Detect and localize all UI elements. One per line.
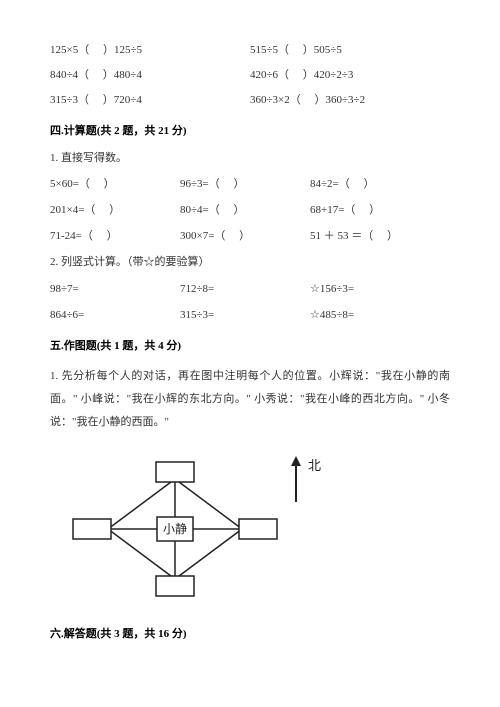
- section5-heading: 五.作图题(共 1 题，共 4 分): [50, 336, 450, 357]
- calc-row: 201×4=（ ） 80÷4=（ ） 68+17=（ ）: [50, 200, 450, 221]
- calc-row: 71-24=（ ） 300×7=（ ） 51 ＋ 53 ＝（ ）: [50, 226, 450, 247]
- cell: 201×4=（ ）: [50, 200, 180, 221]
- cell: 80÷4=（ ）: [180, 200, 310, 221]
- svg-text:北: 北: [308, 458, 321, 473]
- calc-row: 98÷7= 712÷8= ☆156÷3=: [50, 279, 450, 300]
- position-diagram: 小静: [70, 454, 280, 604]
- comparison-block: 125×5（ ）125÷5 515÷5（ ）505÷5 840÷4（ ）480÷…: [50, 40, 450, 111]
- pair-row: 125×5（ ）125÷5 515÷5（ ）505÷5: [50, 40, 450, 61]
- cell: 51 ＋ 53 ＝（ ）: [310, 226, 398, 247]
- pair-left: 125×5（ ）125÷5: [50, 40, 250, 61]
- calc-row: 5×60=（ ） 96÷3=（ ） 84÷2=（ ）: [50, 174, 450, 195]
- cell: 71-24=（ ）: [50, 226, 180, 247]
- svg-text:小静: 小静: [163, 522, 187, 536]
- pair-left: 315÷3（ ）720÷4: [50, 90, 250, 111]
- direct-calc-block: 5×60=（ ） 96÷3=（ ） 84÷2=（ ） 201×4=（ ） 80÷…: [50, 174, 450, 247]
- diagram-wrap: 小静 北: [70, 454, 450, 604]
- cell: 315÷3=: [180, 305, 310, 326]
- cell: 712÷8=: [180, 279, 310, 300]
- pair-right: 515÷5（ ）505÷5: [250, 40, 342, 61]
- section5-para: 1. 先分析每个人的对话，再在图中注明每个人的位置。小辉说："我在小静的南面。"…: [50, 365, 450, 434]
- calc-row: 864÷6= 315÷3= ☆485÷8=: [50, 305, 450, 326]
- cell: 864÷6=: [50, 305, 180, 326]
- pair-right: 420÷6（ ）420÷2÷3: [250, 65, 353, 86]
- cell: 96÷3=（ ）: [180, 174, 310, 195]
- north-arrow: 北: [286, 454, 326, 514]
- cell: ☆485÷8=: [310, 305, 354, 326]
- pair-right: 360÷3×2（ ）360÷3÷2: [250, 90, 365, 111]
- section6-heading: 六.解答题(共 3 题，共 16 分): [50, 624, 450, 645]
- pair-row: 840÷4（ ）480÷4 420÷6（ ）420÷2÷3: [50, 65, 450, 86]
- q2-label: 2. 列竖式计算。（带☆的要验算）: [50, 252, 450, 273]
- pair-row: 315÷3（ ）720÷4 360÷3×2（ ）360÷3÷2: [50, 90, 450, 111]
- cell: 98÷7=: [50, 279, 180, 300]
- q1-label: 1. 直接写得数。: [50, 148, 450, 169]
- pair-left: 840÷4（ ）480÷4: [50, 65, 250, 86]
- cell: 5×60=（ ）: [50, 174, 180, 195]
- cell: 84÷2=（ ）: [310, 174, 375, 195]
- vertical-calc-block: 98÷7= 712÷8= ☆156÷3= 864÷6= 315÷3= ☆485÷…: [50, 279, 450, 326]
- cell: ☆156÷3=: [310, 279, 354, 300]
- cell: 68+17=（ ）: [310, 200, 380, 221]
- section4-heading: 四.计算题(共 2 题，共 21 分): [50, 121, 450, 142]
- cell: 300×7=（ ）: [180, 226, 310, 247]
